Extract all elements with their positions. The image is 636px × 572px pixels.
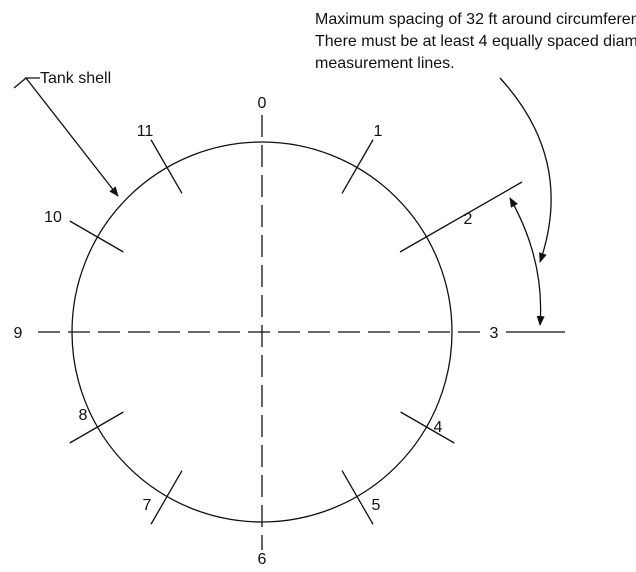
radial-tick	[150, 470, 183, 525]
point-label: 9	[14, 325, 23, 342]
point-label: 3	[490, 325, 499, 342]
note-line: There must be at least 4 equally spaced …	[315, 33, 636, 50]
point-label: 4	[434, 419, 443, 436]
extension-line	[399, 181, 523, 253]
point-label: 6	[258, 551, 267, 567]
note-line: Maximum spacing of 32 ft around circumfe…	[315, 11, 636, 28]
point-label: 2	[464, 211, 473, 228]
radial-tick	[341, 139, 374, 194]
point-label: 5	[372, 497, 381, 514]
point-label: 7	[143, 497, 152, 514]
radial-tick	[341, 470, 374, 525]
shell-leader	[13, 77, 27, 89]
point-label: 10	[44, 209, 62, 226]
radial-tick	[69, 220, 124, 253]
radial-tick	[150, 139, 183, 194]
point-label: 1	[374, 123, 383, 140]
point-label: 0	[258, 95, 267, 112]
note-arrow	[499, 77, 552, 263]
note-line: measurement lines.	[315, 55, 455, 72]
radial-tick	[400, 411, 455, 444]
point-label: 8	[79, 407, 88, 424]
point-label: 11	[137, 123, 154, 140]
radial-tick	[69, 411, 124, 444]
spacing-arrow	[509, 197, 545, 326]
shell-leader	[24, 77, 119, 197]
shell-label: Tank shell	[40, 70, 111, 87]
